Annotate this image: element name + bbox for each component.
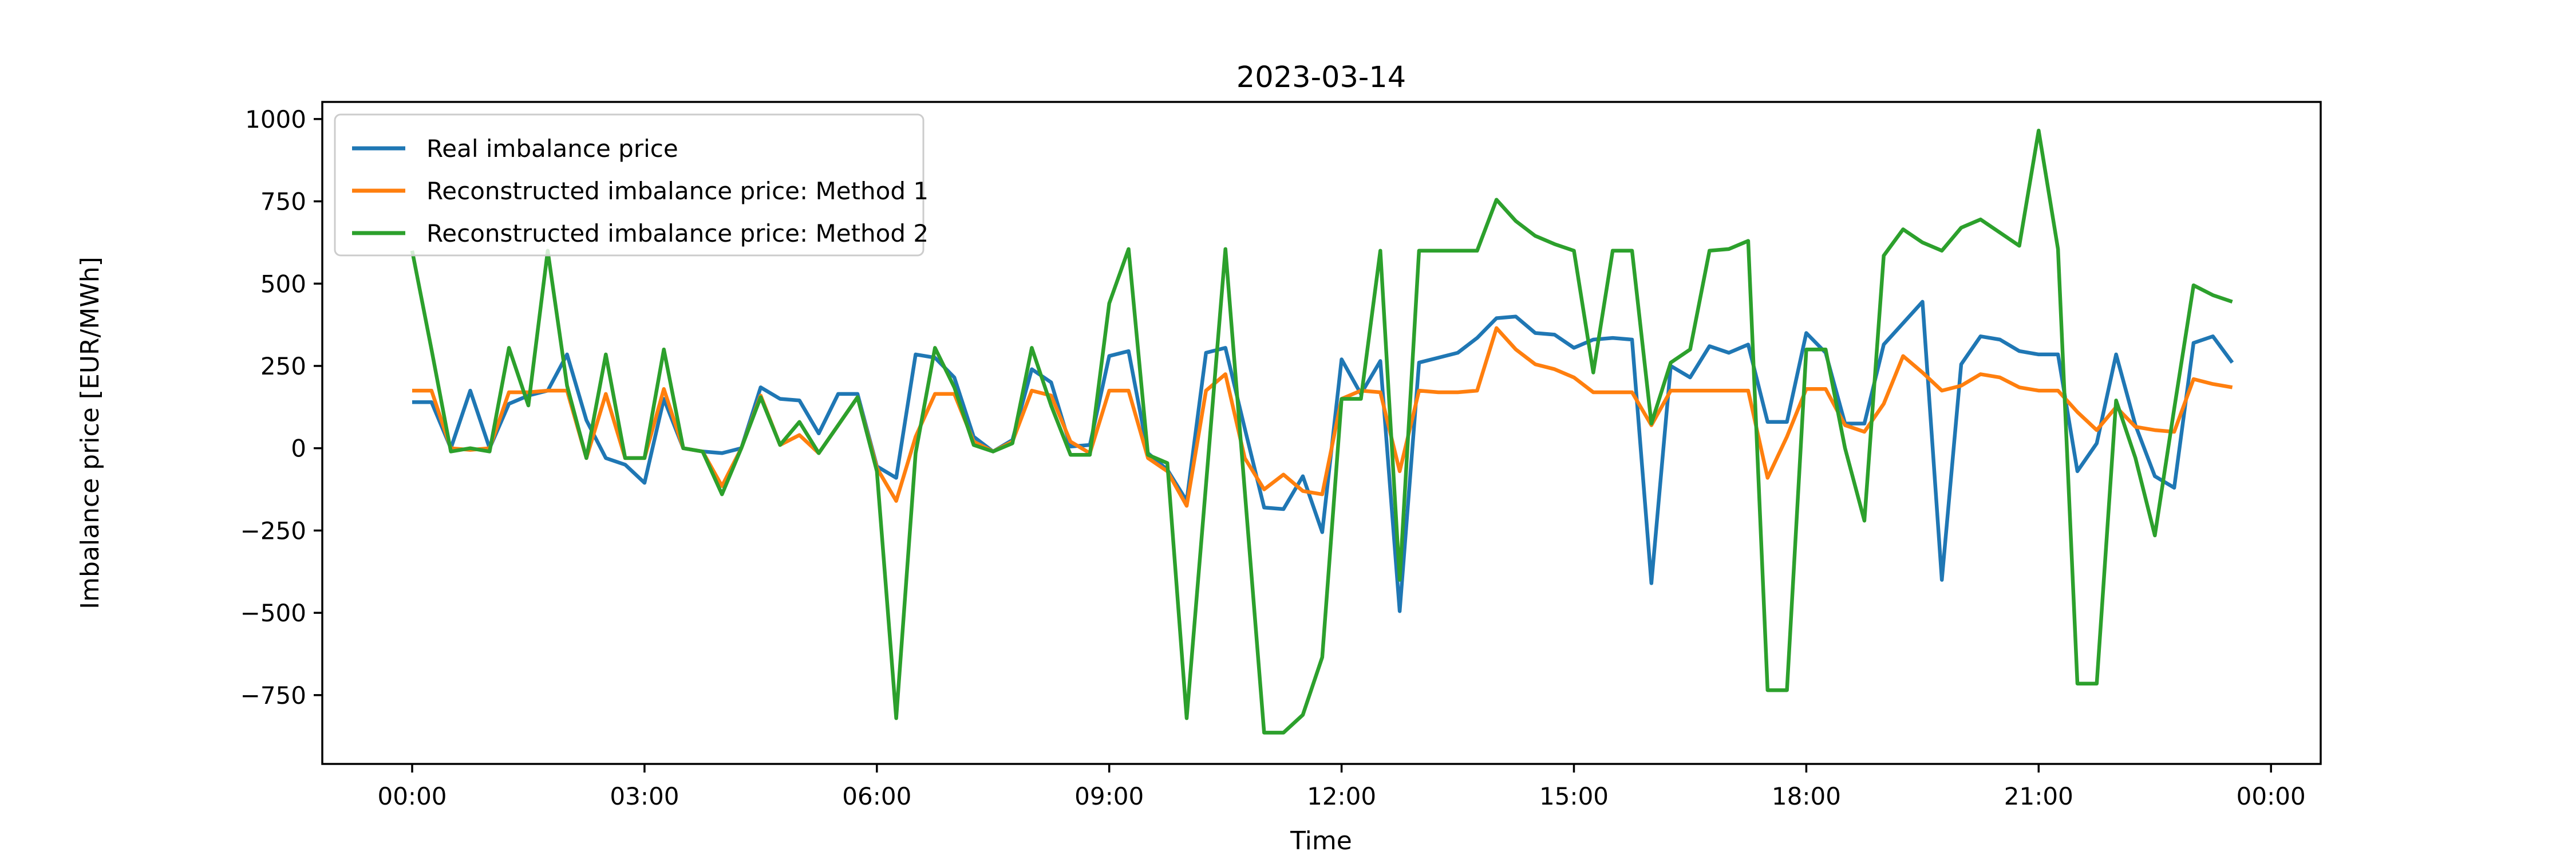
x-tick-label: 18:00 [1772, 782, 1841, 810]
legend-label-real: Real imbalance price [426, 135, 678, 163]
legend-label-method1: Reconstructed imbalance price: Method 1 [426, 177, 929, 205]
legend: Real imbalance price Reconstructed imbal… [334, 113, 929, 257]
series-line-reconstructed-imbalance-price-method-2 [410, 128, 2233, 735]
x-tick-label: 06:00 [842, 782, 911, 810]
y-axis-label: Imbalance price [EUR/MWh] [76, 257, 105, 609]
y-tick-label: 250 [260, 352, 306, 380]
series-line-reconstructed-imbalance-price-method-1 [412, 326, 2233, 508]
axes-ticks: 1000 750 500 250 0 −250 −500 −750 00:00 03:00 06:0… [240, 105, 2306, 810]
x-tick-label: 09:00 [1074, 782, 1144, 810]
series-line-real-imbalance-price [412, 300, 2234, 613]
x-axis-label: Time [1290, 826, 1352, 856]
x-tick-label: 21:00 [2004, 782, 2073, 810]
x-tick-label: 15:00 [1539, 782, 1609, 810]
plot-area-border [321, 101, 2322, 765]
chart-title: 2023-03-14 [1236, 61, 1406, 94]
y-tick-label: 500 [260, 270, 306, 298]
x-tick-label: 00:00 [377, 782, 447, 810]
y-tick-label: −750 [240, 681, 306, 710]
y-tick-label: 750 [260, 188, 306, 216]
x-tick-label: 00:00 [2237, 782, 2306, 810]
y-tick-label: 1000 [245, 105, 306, 133]
legend-box [334, 113, 924, 257]
y-tick-label: 0 [291, 435, 306, 463]
y-tick-label: −250 [240, 517, 306, 545]
x-tick-label: 03:00 [610, 782, 679, 810]
x-tick-label: 12:00 [1307, 782, 1376, 810]
y-tick-label: −500 [240, 599, 306, 627]
series-lines [410, 128, 2234, 735]
legend-label-method2: Reconstructed imbalance price: Method 2 [426, 219, 929, 247]
